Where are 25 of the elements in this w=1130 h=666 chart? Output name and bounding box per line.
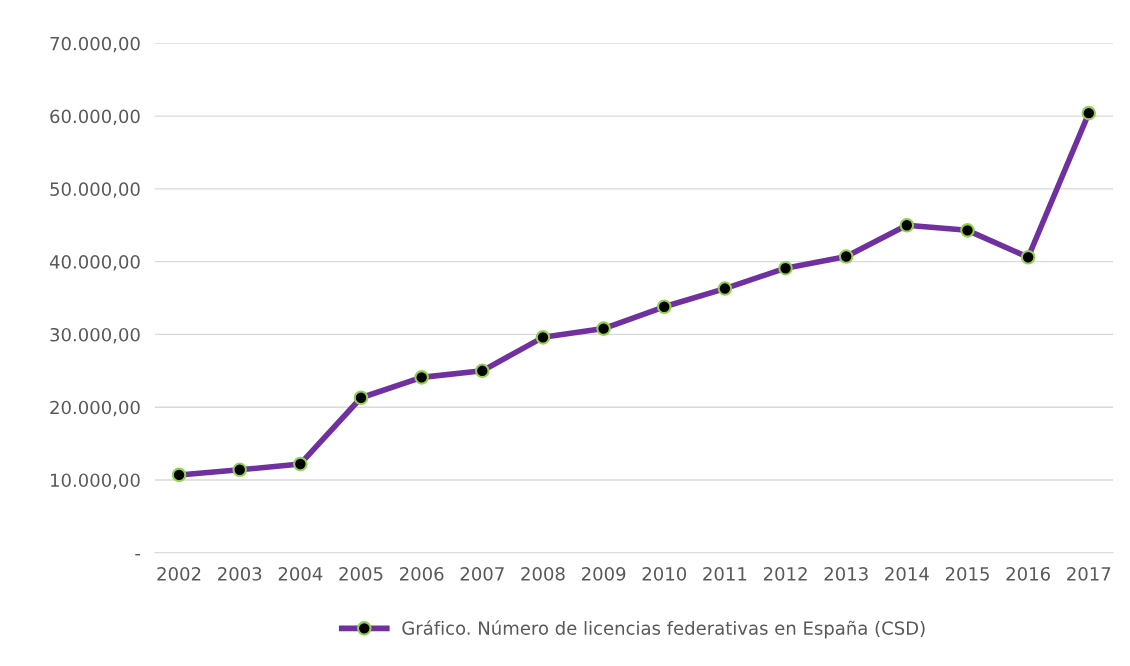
legend-label: Gráfico. Número de licencias federativas en España (CSD) (402, 620, 925, 639)
x-tick-label: 2015 (945, 566, 989, 581)
x-tick-label: 2011 (703, 566, 747, 581)
x-tick-label: 2007 (460, 566, 504, 581)
y-tick-label: 40.000,00 (49, 255, 140, 271)
y-tick-label: 70.000,00 (50, 36, 140, 53)
y-tick-label: 20.000,00 (50, 400, 140, 417)
y-tick-label: 10.000,00 (51, 473, 140, 489)
x-tick-label: 2003 (218, 566, 262, 581)
x-tick-label: 2006 (400, 566, 444, 581)
x-tick-label: 2005 (339, 566, 383, 581)
x-tick-label: 2016 (1006, 566, 1050, 581)
x-tick-label: 2012 (763, 566, 807, 581)
y-tick-label: 50.000,00 (50, 182, 140, 198)
x-tick-label: 2017 (1067, 566, 1111, 581)
x-tick-label: 2004 (278, 566, 323, 581)
x-tick-label: 2008 (521, 566, 565, 581)
y-tick-label: 60.000,00 (50, 109, 140, 126)
y-tick-label: - (135, 553, 141, 556)
y-tick-label: 30.000,00 (50, 327, 140, 344)
x-tick-label: 2009 (581, 566, 626, 581)
x-tick-label: 2013 (824, 566, 868, 581)
x-tick-label: 2014 (885, 566, 929, 581)
x-tick-label: 2002 (157, 566, 201, 581)
x-tick-label: 2010 (642, 566, 687, 581)
